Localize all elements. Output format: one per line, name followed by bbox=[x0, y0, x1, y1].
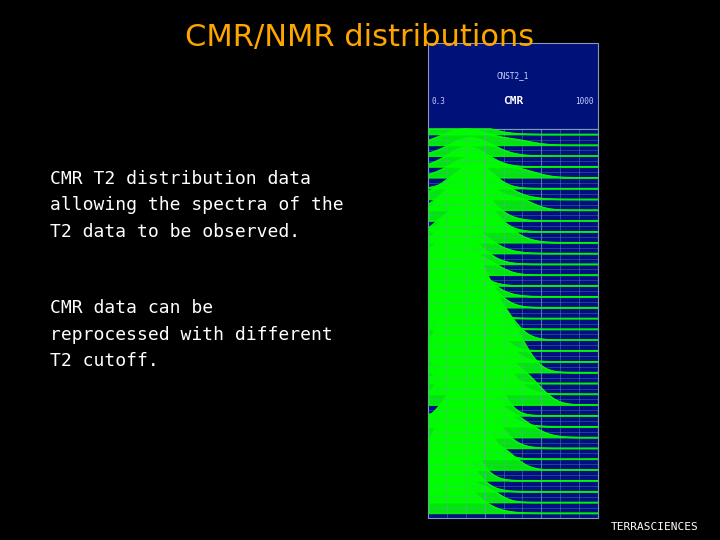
Text: CMR/NMR distributions: CMR/NMR distributions bbox=[186, 23, 534, 52]
Text: CMR data can be
reprocessed with different
T2 cutoff.: CMR data can be reprocessed with differe… bbox=[50, 299, 333, 370]
Bar bbox=[428, 129, 598, 518]
Bar bbox=[428, 43, 598, 129]
Text: CMR: CMR bbox=[503, 96, 523, 106]
Text: 1000: 1000 bbox=[575, 97, 594, 106]
Text: TERRASCIENCES: TERRASCIENCES bbox=[611, 522, 698, 532]
Text: CMR T2 distribution data
allowing the spectra of the
T2 data to be observed.: CMR T2 distribution data allowing the sp… bbox=[50, 170, 344, 241]
Text: 0.3: 0.3 bbox=[432, 97, 446, 106]
Text: CNST2_1: CNST2_1 bbox=[497, 71, 529, 80]
